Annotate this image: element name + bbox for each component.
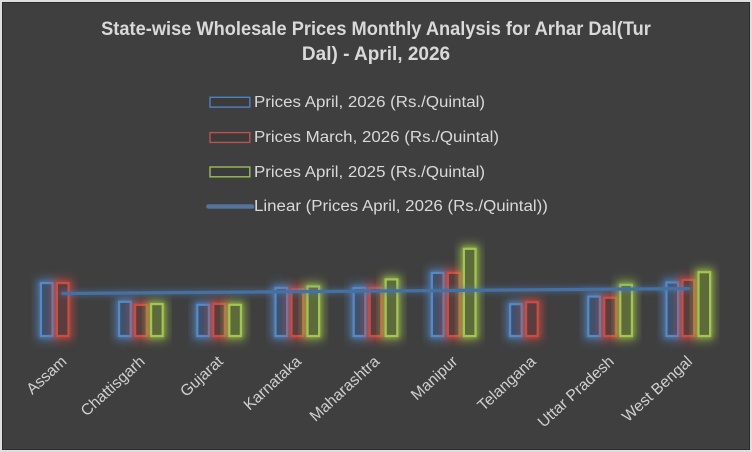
svg-text:Gujarat: Gujarat bbox=[177, 353, 227, 401]
svg-text:Chattisgarh: Chattisgarh bbox=[78, 353, 149, 420]
svg-text:Maharashtra: Maharashtra bbox=[307, 353, 384, 425]
svg-text:Assam: Assam bbox=[23, 353, 70, 398]
svg-text:Manipur: Manipur bbox=[408, 353, 461, 404]
svg-text:Uttar Pradesh: Uttar Pradesh bbox=[535, 353, 618, 431]
svg-text:Telangana: Telangana bbox=[475, 353, 540, 415]
svg-text:Karnataka: Karnataka bbox=[241, 353, 305, 414]
svg-text:West Bengal: West Bengal bbox=[619, 353, 696, 425]
